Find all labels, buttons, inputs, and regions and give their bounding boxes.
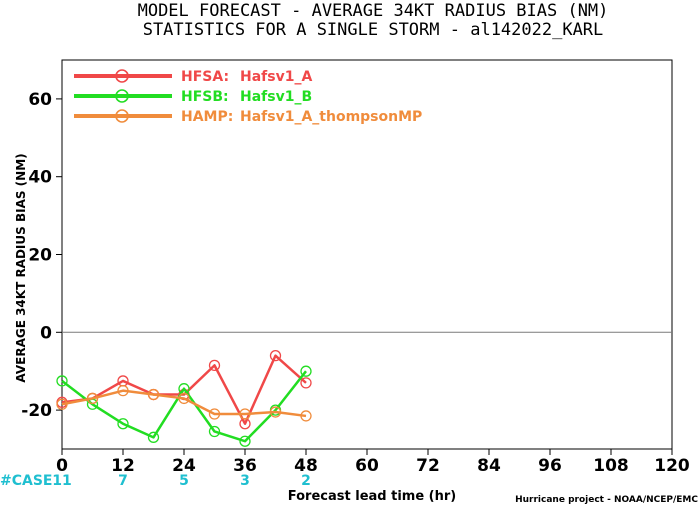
series-line-2 <box>61 389 307 418</box>
case-count-row: #CASE 11 7 5 3 2 <box>0 473 311 489</box>
y-tick-label: 60 <box>28 90 52 110</box>
data-point <box>208 359 221 372</box>
chart-subtitle: STATISTICS FOR A SINGLE STORM - al142022… <box>143 20 604 40</box>
x-tick-label: 60 <box>355 456 379 476</box>
data-point <box>86 392 99 405</box>
legend-entry-label: Hafsv1_A_thompsonMP <box>240 109 422 125</box>
legend-swatch-marker <box>115 109 129 123</box>
data-point <box>300 365 312 377</box>
series-line-1 <box>61 370 307 443</box>
y-axis: -20 0 20 40 60 <box>21 90 62 421</box>
x-axis: 0 12 24 36 48 60 72 84 96 108 120 <box>56 449 690 476</box>
case-count: 2 <box>301 473 311 489</box>
legend-entry-name: HFSA: <box>181 69 229 85</box>
y-tick-label: -20 <box>21 401 52 421</box>
x-axis-label: Forecast lead time (hr) <box>288 489 456 504</box>
case-count: 7 <box>118 473 128 489</box>
data-point <box>147 388 160 401</box>
x-tick-label: 120 <box>654 456 690 476</box>
case-count: 3 <box>240 473 250 489</box>
data-point <box>56 398 68 410</box>
data-point <box>300 410 312 422</box>
data-point <box>239 435 251 447</box>
chart-title: MODEL FORECAST - AVERAGE 34KT RADIUS BIA… <box>138 1 609 21</box>
data-point <box>117 418 129 430</box>
legend-swatch-marker <box>115 89 129 103</box>
data-point <box>178 392 190 405</box>
data-point <box>269 349 282 362</box>
x-tick-label: 72 <box>416 456 440 476</box>
data-point <box>208 425 221 438</box>
credit-text: Hurricane project - NOAA/NCEP/EMC <box>515 495 698 505</box>
data-point <box>56 375 68 387</box>
legend-swatch-marker <box>115 69 129 83</box>
legend: HFSA: Hafsv1_A HFSB: Hafsv1_B HAMP: Hafsv1_A_… <box>74 69 422 125</box>
case-count: 5 <box>179 473 189 489</box>
y-axis-label: AVERAGE 34KT RADIUS BIAS (NM) <box>14 153 28 382</box>
x-tick-label: 108 <box>593 456 629 476</box>
legend-entry-label: Hafsv1_A <box>240 69 312 85</box>
data-point <box>239 408 251 420</box>
legend-entry-label: Hafsv1_B <box>240 89 312 105</box>
data-point <box>208 408 221 420</box>
data-point <box>269 406 282 418</box>
y-tick-label: 20 <box>28 246 52 266</box>
legend-entry-name: HFSB: <box>181 89 229 105</box>
x-tick-label: 84 <box>477 456 501 476</box>
case-count: 11 <box>52 473 71 489</box>
data-point <box>117 384 129 397</box>
x-tick-label: 24 <box>172 456 196 476</box>
case-label: #CASE <box>0 473 53 489</box>
x-tick-label: 0 <box>56 456 68 476</box>
x-tick-label: 12 <box>111 456 135 476</box>
y-tick-label: 0 <box>40 323 52 343</box>
x-tick-label: 96 <box>538 456 562 476</box>
x-tick-label: 36 <box>233 456 257 476</box>
legend-entry-name: HAMP: <box>181 109 233 125</box>
x-tick-label: 48 <box>294 456 318 476</box>
data-point <box>300 377 312 389</box>
data-point <box>147 431 160 443</box>
series-line-0 <box>61 354 307 425</box>
y-tick-label: 40 <box>28 168 52 188</box>
series-layer <box>56 349 312 447</box>
